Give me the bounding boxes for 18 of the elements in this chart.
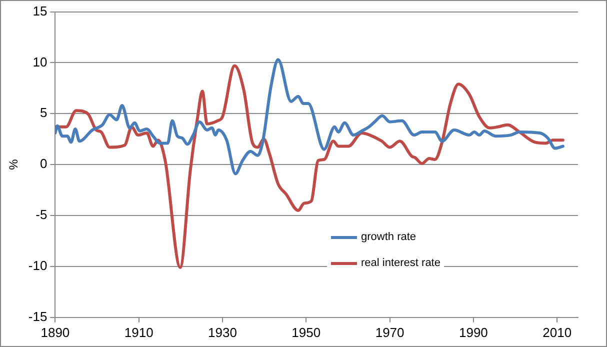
line-series — [55, 58, 564, 176]
x-tick-label: 1890 — [40, 324, 70, 340]
y-tick-label: -10 — [28, 258, 48, 274]
y-axis-title: % — [6, 158, 21, 170]
x-tick-label: 1950 — [292, 324, 321, 340]
legend-label: real interest rate — [361, 257, 440, 269]
y-tick-label: -15 — [28, 308, 48, 324]
x-tick-label: 2010 — [542, 324, 572, 340]
y-tick-label: 15 — [32, 3, 48, 18]
x-tick-label: 1930 — [208, 324, 237, 340]
y-tick-label: 10 — [32, 54, 48, 70]
y-tick-label: -5 — [36, 207, 48, 222]
legend-label: growth rate — [361, 231, 416, 243]
y-tick-label: 5 — [40, 105, 48, 120]
x-tick-label: 1970 — [375, 324, 404, 340]
x-tick-label: 1910 — [124, 324, 154, 340]
y-tick-label: 0 — [40, 156, 48, 172]
x-tick-label: 1990 — [458, 324, 488, 340]
